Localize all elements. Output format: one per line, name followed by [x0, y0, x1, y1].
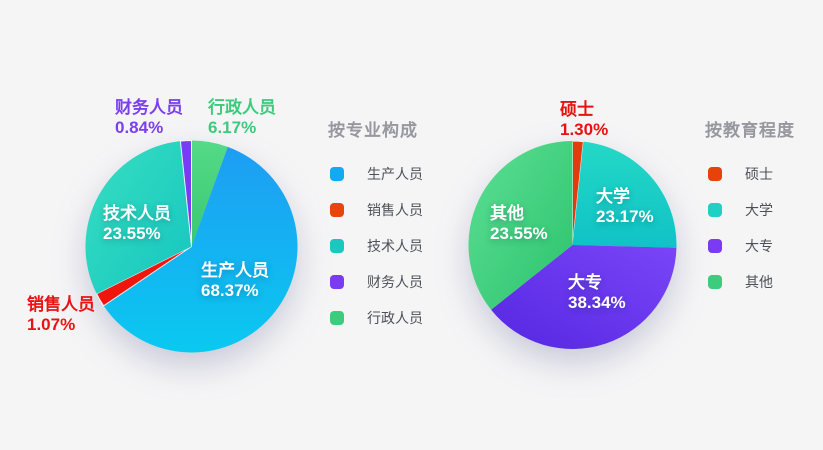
label-line: 38.34%: [568, 293, 626, 312]
label-line: 销售人员: [27, 295, 95, 314]
legend-label: 销售人员: [367, 202, 423, 218]
legend-item-technical-staff[interactable]: 技术人员: [330, 239, 423, 253]
pie-slice-technical-staff[interactable]: [85, 141, 192, 294]
legend-label: 大学: [745, 202, 773, 218]
legend-swatch: [330, 167, 344, 181]
legend-swatch: [330, 311, 344, 325]
label-line: 其他: [490, 204, 524, 223]
legend-label: 技术人员: [367, 238, 423, 254]
finance-label: 财务人员 0.84%: [115, 98, 183, 138]
pie-slice-university[interactable]: [572, 141, 677, 248]
chart-title-education: 按教育程度: [705, 121, 795, 140]
label-line: 行政人员: [208, 98, 276, 117]
label-line: 硕士: [560, 100, 594, 119]
label-line: 68.37%: [201, 281, 259, 300]
legend-swatch: [708, 203, 722, 217]
label-line: 1.07%: [27, 315, 76, 334]
other-label: 其他 23.55%: [490, 204, 548, 244]
production-label: 生产人员 68.37%: [201, 261, 269, 301]
pie-slice-master[interactable]: [572, 141, 584, 246]
legend-item-university[interactable]: 大学: [708, 203, 773, 217]
pie-slice-admin-staff[interactable]: [191, 140, 228, 247]
admin-label: 行政人员 6.17%: [208, 98, 276, 138]
education-legend: 硕士 大学 大专 其他: [708, 167, 773, 311]
profession-legend: 生产人员销售人员技术人员财务人员行政人员: [330, 167, 423, 347]
label-line: 大专: [568, 273, 602, 292]
label-line: 1.30%: [560, 120, 609, 139]
legend-label: 财务人员: [367, 274, 423, 290]
label-line: 23.55%: [103, 224, 161, 243]
legend-swatch: [330, 239, 344, 253]
legend-label: 其他: [745, 274, 773, 290]
label-line: 生产人员: [201, 261, 269, 280]
label-line: 技术人员: [103, 204, 171, 223]
legend-item-finance-staff[interactable]: 财务人员: [330, 275, 423, 289]
label-line: 23.17%: [596, 207, 654, 226]
pie-slice-college[interactable]: [491, 245, 677, 349]
legend-swatch: [330, 275, 344, 289]
legend-label: 行政人员: [367, 310, 423, 326]
technical-label: 技术人员 23.55%: [103, 204, 171, 244]
legend-item-production-staff[interactable]: 生产人员: [330, 167, 423, 181]
legend-item-admin-staff[interactable]: 行政人员: [330, 311, 423, 325]
label-line: 6.17%: [208, 118, 257, 137]
legend-item-sales-staff[interactable]: 销售人员: [330, 203, 423, 217]
profession-pie-chart[interactable]: [85, 140, 298, 353]
legend-swatch: [708, 275, 722, 289]
university-label: 大学 23.17%: [596, 187, 654, 227]
pie-slice-sales-staff[interactable]: [95, 246, 192, 307]
college-label: 大专 38.34%: [568, 273, 626, 313]
master-label: 硕士 1.30%: [560, 100, 608, 140]
pie-slice-production-staff[interactable]: [103, 146, 298, 353]
label-line: 财务人员: [115, 98, 183, 117]
legend-swatch: [708, 167, 722, 181]
legend-swatch: [708, 239, 722, 253]
legend-label: 生产人员: [367, 166, 423, 182]
legend-item-other[interactable]: 其他: [708, 275, 773, 289]
label-line: 大学: [596, 187, 630, 206]
sales-label: 销售人员 1.07%: [27, 295, 95, 335]
education-pie-chart[interactable]: [468, 141, 677, 350]
legend-item-master[interactable]: 硕士: [708, 167, 773, 181]
label-line: 0.84%: [115, 118, 164, 137]
legend-label: 大专: [745, 238, 773, 254]
legend-item-college[interactable]: 大专: [708, 239, 773, 253]
label-line: 23.55%: [490, 224, 548, 243]
pie-slice-finance-staff[interactable]: [179, 140, 192, 247]
legend-label: 硕士: [745, 166, 773, 182]
legend-swatch: [330, 203, 344, 217]
chart-title-profession: 按专业构成: [328, 121, 418, 140]
pie-slice-other[interactable]: [468, 141, 573, 310]
